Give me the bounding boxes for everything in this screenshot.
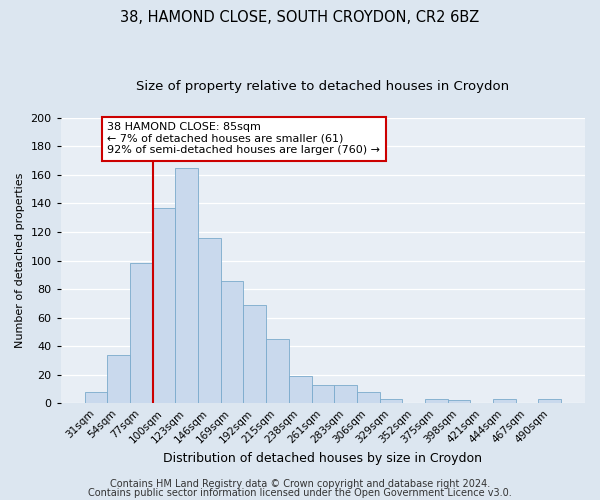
- Bar: [85, 392, 107, 404]
- Bar: [538, 399, 561, 404]
- Bar: [425, 399, 448, 404]
- X-axis label: Distribution of detached houses by size in Croydon: Distribution of detached houses by size …: [163, 452, 482, 465]
- Title: Size of property relative to detached houses in Croydon: Size of property relative to detached ho…: [136, 80, 509, 93]
- Bar: [175, 168, 198, 404]
- Text: 38, HAMOND CLOSE, SOUTH CROYDON, CR2 6BZ: 38, HAMOND CLOSE, SOUTH CROYDON, CR2 6BZ: [121, 10, 479, 25]
- Bar: [289, 376, 311, 404]
- Bar: [266, 339, 289, 404]
- Text: Contains HM Land Registry data © Crown copyright and database right 2024.: Contains HM Land Registry data © Crown c…: [110, 479, 490, 489]
- Bar: [357, 392, 380, 404]
- Bar: [311, 385, 334, 404]
- Bar: [244, 305, 266, 404]
- Text: 38 HAMOND CLOSE: 85sqm
← 7% of detached houses are smaller (61)
92% of semi-deta: 38 HAMOND CLOSE: 85sqm ← 7% of detached …: [107, 122, 380, 156]
- Bar: [493, 399, 516, 404]
- Bar: [380, 399, 402, 404]
- Y-axis label: Number of detached properties: Number of detached properties: [15, 173, 25, 348]
- Text: Contains public sector information licensed under the Open Government Licence v3: Contains public sector information licen…: [88, 488, 512, 498]
- Bar: [334, 385, 357, 404]
- Bar: [152, 208, 175, 404]
- Bar: [107, 355, 130, 404]
- Bar: [221, 280, 244, 404]
- Bar: [448, 400, 470, 404]
- Bar: [198, 238, 221, 404]
- Bar: [130, 264, 152, 404]
